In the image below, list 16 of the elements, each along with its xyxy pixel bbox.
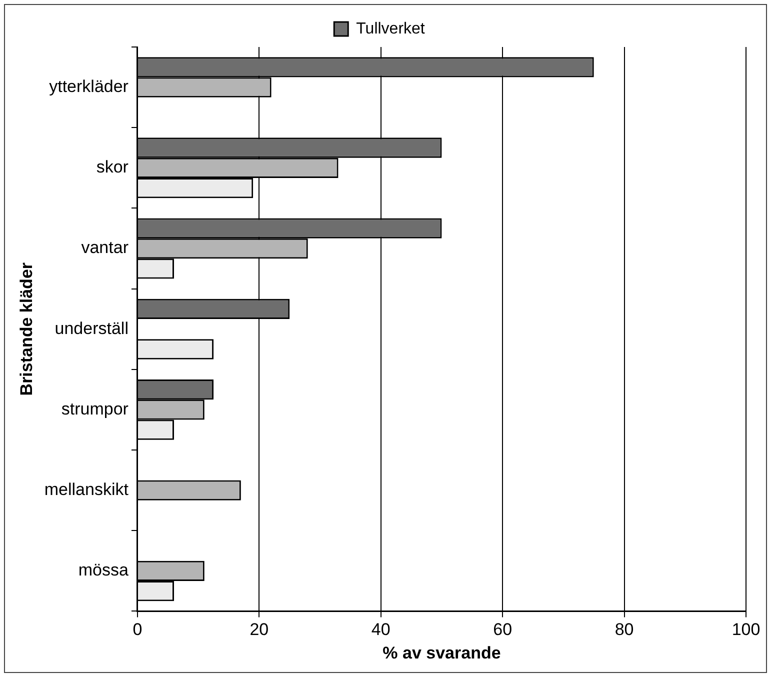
x-tick-label: 80: [614, 620, 634, 640]
x-tick-label: 0: [132, 620, 142, 640]
y-tick-label: mössa: [78, 560, 130, 580]
y-tick-label: mellanskikt: [44, 480, 129, 499]
x-tick-label: 100: [732, 620, 760, 640]
y-tick-label: skor: [96, 158, 129, 177]
legend-label: Tullverket: [356, 20, 426, 38]
x-tick-label: 40: [371, 620, 390, 640]
x-tick-label: 60: [493, 620, 512, 640]
y-tick-label: strumpor: [61, 399, 129, 418]
y-axis-title: Bristande kläder: [16, 262, 36, 396]
y-tick-label: vantar: [81, 238, 129, 258]
x-axis-title: % av svarande: [382, 643, 501, 662]
x-tick-label: 20: [250, 620, 269, 640]
y-tick-label: underställ: [54, 318, 128, 338]
y-tick-label: ytterkläder: [49, 76, 129, 96]
